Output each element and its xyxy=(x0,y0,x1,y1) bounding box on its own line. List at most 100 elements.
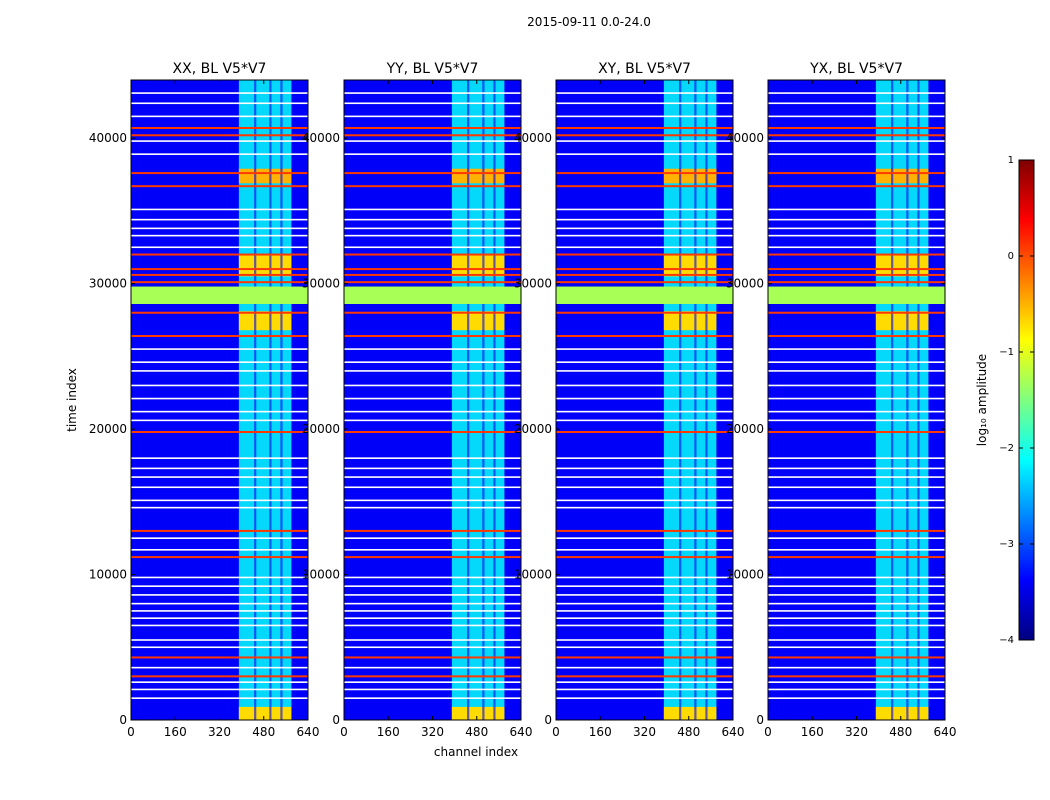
rfi-line-white xyxy=(768,476,945,478)
rfi-line-white xyxy=(768,115,945,118)
heatmap-panels: XX, BL V5*V7 0 160 320 480 640 0 10000 20000 3000… xyxy=(89,61,957,739)
rfi-line-red xyxy=(131,656,308,659)
rfi-line-red xyxy=(556,273,733,276)
rfi-line-red xyxy=(556,134,733,137)
rfi-line-white xyxy=(768,361,945,363)
strong-signal-block xyxy=(875,168,929,184)
rfi-line-white xyxy=(344,140,521,142)
y-tick-label: 0 xyxy=(544,713,552,727)
rfi-line-white xyxy=(344,594,521,596)
x-tick-label: 160 xyxy=(377,725,400,739)
rfi-line-red xyxy=(556,556,733,559)
rfi-line-red xyxy=(131,281,308,284)
rfi-line-red xyxy=(768,253,945,256)
figure-title: 2015-09-11 0.0-24.0 xyxy=(527,15,651,29)
rfi-line-white xyxy=(344,102,521,105)
rfi-line-white xyxy=(768,639,945,641)
rfi-line-white xyxy=(131,92,308,94)
rfi-line-white xyxy=(131,506,308,509)
rfi-line-white xyxy=(344,624,521,627)
strong-signal-block xyxy=(663,706,717,720)
rfi-line-red xyxy=(344,675,521,678)
rfi-line-white xyxy=(768,688,945,691)
rfi-line-red xyxy=(131,172,308,175)
rfi-line-white xyxy=(768,617,945,619)
rfi-line-white xyxy=(344,576,521,579)
y-tick-label: 40000 xyxy=(514,131,552,145)
rfi-line-white xyxy=(556,639,733,641)
rfi-line-white xyxy=(131,499,308,502)
rfi-line-white xyxy=(344,585,521,587)
rfi-line-white xyxy=(768,506,945,509)
rfi-line-white xyxy=(131,384,308,387)
x-tick-label: 0 xyxy=(340,725,348,739)
x-tick-label: 320 xyxy=(421,725,444,739)
rfi-line-white xyxy=(344,646,521,649)
rfi-line-white xyxy=(768,410,945,413)
rfi-line-red xyxy=(768,273,945,276)
y-tick-label: 20000 xyxy=(514,422,552,436)
strong-signal-block xyxy=(875,254,929,277)
rfi-line-red xyxy=(768,431,945,433)
rfi-line-red xyxy=(556,656,733,659)
channel-gap xyxy=(891,80,894,720)
rfi-line-white xyxy=(556,486,733,489)
strong-signal-block xyxy=(451,168,505,184)
rfi-line-white xyxy=(768,102,945,105)
rfi-line-white xyxy=(344,617,521,619)
x-tick-label: 640 xyxy=(722,725,745,739)
rfi-line-white xyxy=(556,140,733,142)
rfi-line-white xyxy=(768,153,945,155)
channel-gap xyxy=(254,80,257,720)
colorbar-tick-label: 0 xyxy=(1008,251,1014,262)
heatmap-panel: XX, BL V5*V7 0 160 320 480 640 0 10000 20000 3000… xyxy=(89,61,320,739)
y-axis-label: time index xyxy=(65,368,79,432)
rfi-line-white xyxy=(344,246,521,249)
rfi-line-white xyxy=(344,639,521,641)
rfi-line-white xyxy=(344,115,521,118)
rfi-line-white xyxy=(344,499,521,502)
rfi-line-white xyxy=(556,537,733,539)
rfi-line-white xyxy=(556,234,733,237)
rfi-line-white xyxy=(131,681,308,683)
rfi-line-white xyxy=(768,585,945,587)
channel-gap xyxy=(694,80,697,720)
flagged-time-band xyxy=(344,286,521,304)
rfi-line-red xyxy=(768,281,945,284)
channel-gap xyxy=(482,80,485,720)
channel-gap xyxy=(917,80,920,720)
rfi-line-red xyxy=(556,529,733,532)
channel-gap xyxy=(679,80,682,720)
strong-signal-block xyxy=(663,311,717,331)
rfi-line-white xyxy=(556,617,733,619)
rfi-line-white xyxy=(556,246,733,249)
rfi-line-white xyxy=(556,92,733,94)
rfi-line-red xyxy=(556,675,733,678)
strong-signal-block xyxy=(451,706,505,720)
rfi-line-white xyxy=(344,506,521,509)
rfi-line-red xyxy=(131,134,308,137)
rfi-line-white xyxy=(131,457,308,459)
rfi-line-white xyxy=(768,234,945,237)
strong-signal-block xyxy=(238,311,292,331)
flagged-time-band xyxy=(768,286,945,304)
rfi-line-red xyxy=(344,172,521,175)
rfi-line-red xyxy=(131,335,308,337)
y-tick-label: 30000 xyxy=(302,277,340,291)
y-tick-label: 40000 xyxy=(89,131,127,145)
x-tick-label: 480 xyxy=(889,725,912,739)
rfi-line-white xyxy=(131,246,308,249)
rfi-line-red xyxy=(344,185,521,188)
rfi-line-red xyxy=(344,273,521,276)
strong-signal-block xyxy=(238,168,292,184)
rfi-line-white xyxy=(556,688,733,691)
channel-gap xyxy=(467,80,470,720)
rfi-line-white xyxy=(768,666,945,669)
rfi-line-white xyxy=(768,697,945,699)
rfi-line-red xyxy=(344,134,521,137)
rfi-line-red xyxy=(556,253,733,256)
rfi-line-white xyxy=(131,115,308,118)
rfi-line-white xyxy=(556,506,733,509)
rfi-line-white xyxy=(344,361,521,363)
rfi-line-white xyxy=(131,617,308,619)
